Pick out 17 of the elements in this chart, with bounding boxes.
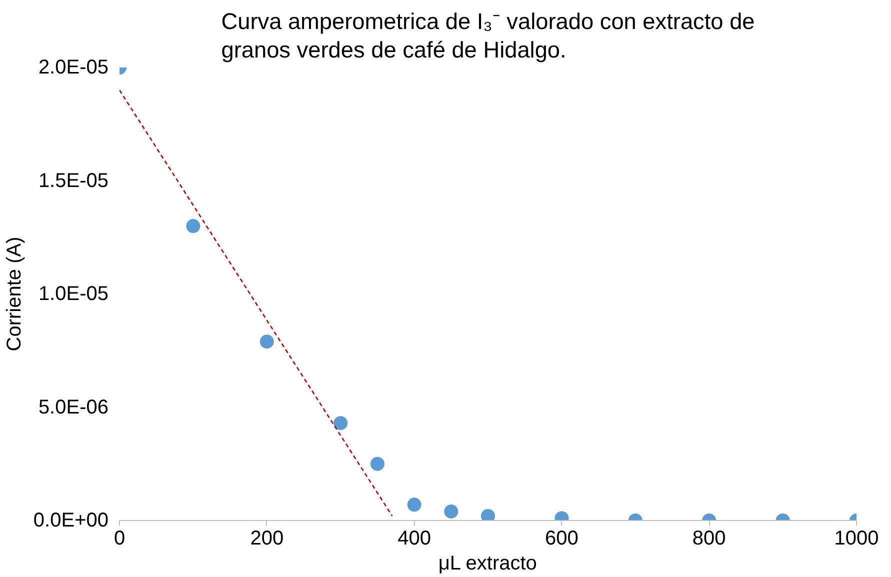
y-tick-label: 0.0E+00	[33, 510, 109, 532]
chart-title: Curva amperometrica de I₃⁻ valorado con extracto de granos verdes de café de Hidalgo.	[221, 8, 755, 62]
point	[260, 334, 274, 349]
x-axis-title: μL extracto	[438, 552, 537, 574]
y-tick-label: 1.5E-05	[38, 170, 109, 192]
point	[481, 508, 495, 520]
x-tick-label: 800	[692, 528, 726, 550]
x-tick-label: 0	[114, 528, 126, 550]
x-tick-label: 600	[545, 528, 578, 550]
x-tick-label: 400	[398, 528, 431, 550]
y-axis-title: Corriente (A)	[3, 236, 26, 352]
y-tick-label: 1.0E-05	[38, 283, 109, 305]
x-tick-label: 1000	[834, 528, 879, 550]
x-tick-label: 200	[250, 528, 284, 550]
y-tick-label: 2.0E-05	[38, 56, 109, 78]
y-tick-label: 5.0E-06	[38, 396, 109, 418]
point	[186, 219, 200, 234]
